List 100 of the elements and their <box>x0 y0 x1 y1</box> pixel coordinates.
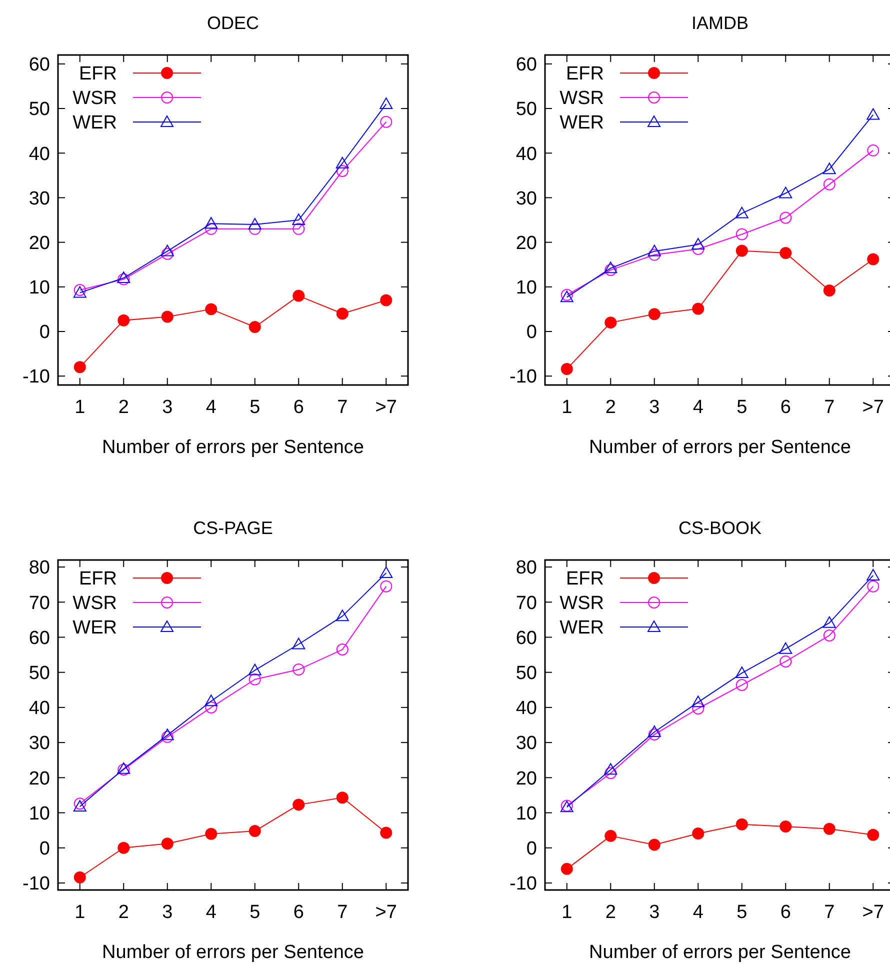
point <box>380 826 392 839</box>
point <box>823 822 836 835</box>
x-tick-label: 4 <box>692 902 704 923</box>
point <box>604 767 617 780</box>
y-tick-label: -10 <box>22 366 50 388</box>
x-tick-label: 1 <box>74 397 86 418</box>
point <box>161 248 174 260</box>
legend-label: EFR <box>79 568 117 590</box>
point <box>604 830 617 842</box>
point <box>248 673 261 686</box>
point <box>560 362 573 375</box>
x-tick-label: >7 <box>862 902 884 923</box>
point <box>692 702 704 714</box>
point <box>780 247 792 259</box>
point <box>248 218 262 230</box>
point <box>692 302 704 315</box>
point <box>867 253 880 266</box>
point <box>867 580 880 592</box>
point <box>692 827 704 840</box>
point <box>248 321 261 334</box>
point <box>380 580 392 592</box>
point <box>380 98 393 110</box>
point <box>604 262 618 274</box>
x-tick-label: 7 <box>337 902 348 923</box>
point <box>604 264 617 276</box>
point <box>117 271 130 283</box>
y-tick-label: 80 <box>28 558 50 579</box>
point <box>867 144 880 156</box>
point <box>648 838 660 851</box>
x-tick-label: 7 <box>824 902 835 923</box>
point <box>336 156 349 168</box>
y-tick-label: -10 <box>510 874 537 895</box>
chart-title: CS-PAGE <box>193 518 273 538</box>
x-tick-label: 5 <box>250 902 260 923</box>
point <box>736 244 748 257</box>
point <box>648 244 661 256</box>
point <box>205 701 218 714</box>
point <box>648 248 660 261</box>
x-axis-title: Number of errors per Sentence <box>102 942 364 963</box>
y-tick-label: 30 <box>28 188 50 210</box>
y-tick-label: 0 <box>39 838 50 860</box>
point <box>823 284 836 296</box>
point <box>779 186 792 198</box>
point <box>867 828 880 841</box>
y-tick-label: 20 <box>28 232 50 254</box>
x-tick-label: 1 <box>74 902 86 923</box>
point <box>780 820 792 832</box>
point <box>735 206 748 218</box>
y-tick-label: 20 <box>516 768 537 790</box>
x-tick-label: 4 <box>206 902 217 923</box>
point <box>380 116 392 128</box>
y-tick-label: 0 <box>526 838 537 860</box>
point <box>336 164 348 177</box>
point <box>866 108 880 120</box>
y-tick-label: 80 <box>516 558 537 579</box>
x-tick-label: 6 <box>780 902 791 923</box>
legend-label: WER <box>72 112 117 134</box>
legend-label: WER <box>560 112 604 134</box>
point <box>779 642 792 654</box>
point <box>118 314 130 326</box>
x-tick-label: 4 <box>206 397 217 418</box>
point <box>292 798 305 811</box>
y-tick-label: 50 <box>28 662 50 684</box>
y-tick-label: 60 <box>516 54 537 76</box>
y-tick-label: 40 <box>28 144 50 165</box>
point <box>735 666 748 678</box>
y-tick-label: 10 <box>516 803 537 824</box>
point <box>648 728 660 740</box>
y-tick-label: 70 <box>28 592 50 614</box>
point <box>118 273 130 286</box>
point <box>336 644 348 656</box>
point <box>118 842 130 854</box>
y-tick-label: 10 <box>28 278 50 299</box>
chart-title: ODEC <box>206 13 260 33</box>
legend-label: WSR <box>560 88 604 110</box>
point <box>161 730 174 743</box>
x-tick-label: 1 <box>562 397 572 418</box>
x-axis-title: Number of errors per Sentence <box>589 437 851 458</box>
point <box>823 178 836 190</box>
point <box>648 726 661 738</box>
y-tick-label: 20 <box>28 768 50 790</box>
point <box>205 222 218 235</box>
point <box>380 566 393 578</box>
x-tick-label: 5 <box>250 397 260 418</box>
point <box>292 290 305 302</box>
x-axis-title: Number of errors per Sentence <box>589 942 851 963</box>
point <box>780 212 792 224</box>
point <box>692 242 704 255</box>
x-tick-label: >7 <box>862 397 884 418</box>
point <box>205 303 218 316</box>
x-tick-label: 4 <box>692 397 704 418</box>
point <box>780 655 792 668</box>
point <box>248 825 261 838</box>
legend-label: WSR <box>72 88 117 110</box>
legend-label: EFR <box>79 64 117 85</box>
point <box>292 214 306 225</box>
y-tick-label: 20 <box>516 232 537 254</box>
point <box>692 696 705 708</box>
point <box>160 244 174 256</box>
point <box>336 792 348 804</box>
